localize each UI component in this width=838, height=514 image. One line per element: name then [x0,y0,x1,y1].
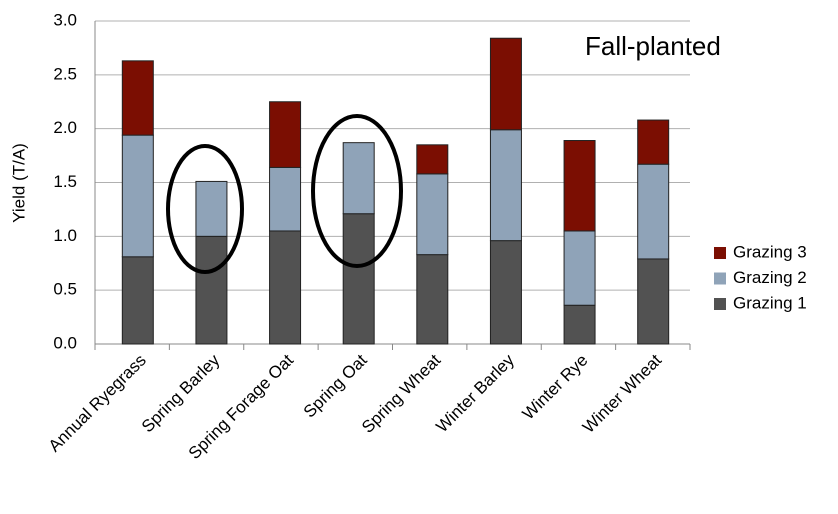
bar-segment [489,129,522,242]
bar-segment [563,230,596,306]
x-tick-label: Spring Oat [300,350,371,421]
highlight-ellipse [166,144,244,274]
bar-segment [637,258,670,345]
legend-label: Grazing 3 [733,242,807,261]
legend-swatch [714,247,726,259]
bar-segment [195,235,228,345]
legend-swatch [714,272,726,285]
y-tick-label: 2.5 [53,64,77,83]
bar-segment [342,142,375,215]
bar-segment [121,256,154,345]
bar-segment [195,180,228,237]
bar-segment [269,101,302,168]
y-tick-label: 0.0 [53,333,77,352]
y-tick-label: 0.5 [53,280,77,299]
bar-segment [637,119,670,165]
y-tick-label: 2.0 [53,118,77,137]
legend-label: Grazing 1 [733,293,807,312]
bar-segment [637,163,670,260]
x-tick-label: Annual Ryegrass [45,351,150,456]
y-tick-label: 3.0 [53,10,77,29]
plot-area: 0.0 0.5 1.0 1.5 2.0 2.5 3.0 Annual Ryegrass Spri… [45,10,691,463]
bar-segment [489,240,522,345]
legend-swatch [714,298,726,310]
annotation: Fall-planted [585,31,721,61]
bar-segment [269,166,302,232]
bar-segment [416,254,449,345]
x-tick-label: Winter Rye [519,351,592,424]
legend-label: Grazing 2 [733,268,807,287]
x-tick-label: Winter Wheat [579,350,665,436]
y-axis-label: Yield (T/A) [9,143,28,223]
y-tick-label: 1.5 [53,172,77,191]
highlight-ellipse [311,114,403,268]
bar-segment [416,144,449,175]
bar-segment [342,213,375,345]
bar-segment [121,60,154,136]
bar-segment [563,304,596,345]
x-tick-label: Spring Wheat [358,350,444,436]
x-tick-label: Winter Barley [432,350,518,436]
y-tick-label: 1.0 [53,226,77,245]
bar-segment [489,37,522,131]
bar-segment [416,173,449,256]
bar-segment [563,140,596,232]
bar-segment [121,134,154,258]
bar-segment [269,230,302,345]
